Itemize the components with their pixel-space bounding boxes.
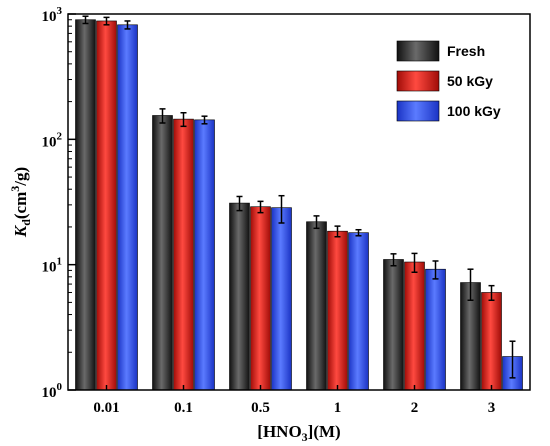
y-axis-title: Kd(cm3/g)	[8, 167, 33, 238]
bar-fresh-0.5	[229, 202, 250, 391]
legend-swatch-100-kgy	[396, 100, 440, 122]
y-tick-label: 102	[42, 130, 63, 150]
error-bar-fresh-0.01	[82, 15, 89, 25]
y-tick-label: 101	[42, 256, 63, 276]
bar-50-kgy-2	[404, 261, 425, 391]
x-tick-label: 2	[411, 400, 419, 416]
bar-fresh-0.01	[75, 19, 96, 391]
y-tick-label: 103	[42, 5, 63, 25]
x-axis-title: [HNO3](M)	[257, 422, 340, 444]
legend-label-100-kgy: 100 kGy	[447, 103, 501, 119]
error-bar-50-kgy-0.01	[103, 16, 110, 26]
error-bar-fresh-0.5	[236, 195, 243, 212]
legend-swatch-fresh	[396, 40, 440, 62]
error-bar-50-kgy-0.5	[257, 200, 264, 214]
bar-100-kgy-2	[425, 268, 446, 391]
legend-label-fresh: Fresh	[447, 43, 485, 59]
x-tick-label: 3	[488, 400, 496, 416]
x-tick-label: 0.01	[93, 400, 119, 416]
bar-fresh-0.1	[152, 115, 173, 391]
bars-layer	[75, 19, 523, 391]
error-bar-100-kgy-2	[432, 260, 439, 280]
bar-fresh-1	[306, 221, 327, 391]
bar-50-kgy-0.01	[96, 20, 117, 391]
error-bar-50-kgy-1	[334, 225, 341, 238]
x-axis-ticks: 0.01 0.1 0.5 1 2 3	[93, 385, 495, 416]
y-axis-ticks: 100 101 102 103	[42, 5, 76, 401]
error-bar-fresh-1	[313, 215, 320, 230]
error-bar-100-kgy-0.01	[124, 20, 131, 30]
x-tick-label: 1	[334, 400, 342, 416]
plot-frame	[67, 13, 531, 391]
y-tick-label: 100	[42, 381, 63, 401]
x-tick-label: 0.1	[174, 400, 193, 416]
bar-50-kgy-3	[481, 292, 502, 391]
error-bar-100-kgy-1	[355, 228, 362, 237]
bar-100-kgy-0.5	[271, 207, 292, 391]
legend: Fresh 50 kGy 100 kGy	[396, 40, 501, 122]
bar-50-kgy-0.5	[250, 206, 271, 391]
bar-50-kgy-1	[327, 230, 348, 391]
error-bar-fresh-3	[467, 268, 474, 302]
bar-fresh-2	[383, 259, 404, 391]
error-bar-100-kgy-3	[509, 340, 516, 379]
error-bar-50-kgy-3	[488, 284, 495, 302]
bar-50-kgy-0.1	[173, 118, 194, 391]
error-bar-fresh-2	[390, 253, 397, 267]
error-bar-100-kgy-0.1	[201, 115, 208, 125]
error-bar-50-kgy-0.1	[180, 111, 187, 128]
bar-100-kgy-1	[348, 232, 369, 391]
error-bar-100-kgy-0.5	[278, 194, 285, 224]
legend-label-50-kgy: 50 kGy	[447, 73, 493, 89]
error-bars-layer	[82, 15, 516, 379]
legend-swatch-50-kgy	[396, 70, 440, 92]
bar-100-kgy-0.01	[117, 24, 138, 391]
x-tick-label: 0.5	[251, 400, 270, 416]
error-bar-50-kgy-2	[411, 252, 418, 273]
error-bar-fresh-0.1	[159, 108, 166, 124]
bar-100-kgy-0.1	[194, 119, 215, 391]
